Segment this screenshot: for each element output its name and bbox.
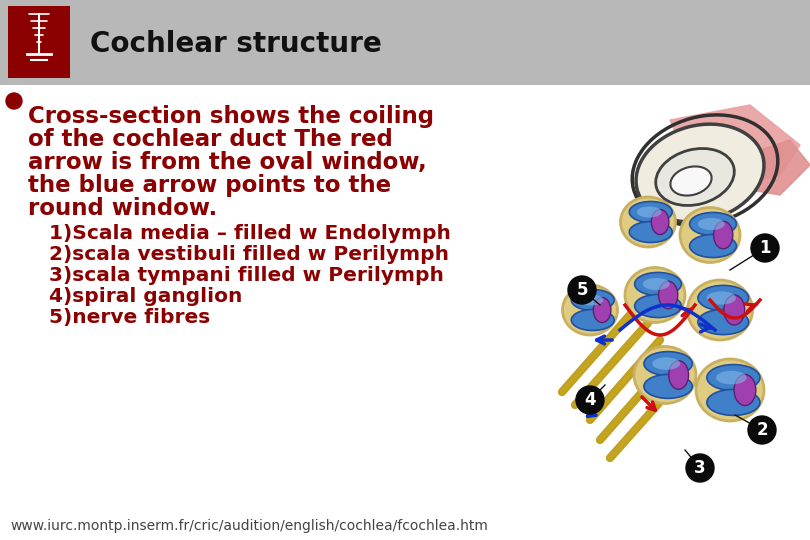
Ellipse shape bbox=[689, 234, 736, 258]
Text: 2: 2 bbox=[757, 421, 768, 439]
Ellipse shape bbox=[593, 298, 611, 322]
Text: 3: 3 bbox=[694, 459, 706, 477]
Circle shape bbox=[568, 276, 596, 304]
Ellipse shape bbox=[698, 286, 748, 310]
Ellipse shape bbox=[625, 267, 685, 322]
Ellipse shape bbox=[629, 221, 672, 242]
Ellipse shape bbox=[634, 347, 696, 403]
Ellipse shape bbox=[629, 201, 672, 222]
Ellipse shape bbox=[689, 212, 736, 235]
Ellipse shape bbox=[671, 166, 712, 195]
Ellipse shape bbox=[656, 148, 735, 206]
Text: 2)scala vestibuli filled w Perilymph: 2)scala vestibuli filled w Perilymph bbox=[28, 245, 449, 264]
Ellipse shape bbox=[637, 206, 662, 218]
Text: Cross-section shows the coiling: Cross-section shows the coiling bbox=[28, 105, 434, 128]
Ellipse shape bbox=[634, 294, 681, 318]
Bar bbox=[8, 6, 70, 78]
Ellipse shape bbox=[578, 294, 603, 306]
Circle shape bbox=[751, 234, 779, 262]
Text: 4: 4 bbox=[584, 391, 596, 409]
Ellipse shape bbox=[716, 371, 747, 384]
Ellipse shape bbox=[620, 197, 676, 247]
Bar bbox=[0, 0, 810, 85]
Ellipse shape bbox=[688, 280, 752, 340]
Text: arrow is from the oval window,: arrow is from the oval window, bbox=[28, 151, 427, 174]
Ellipse shape bbox=[562, 285, 617, 335]
Ellipse shape bbox=[571, 309, 614, 330]
Text: Cochlear structure: Cochlear structure bbox=[90, 30, 382, 58]
Text: 4)spiral ganglion: 4)spiral ganglion bbox=[28, 287, 242, 306]
Polygon shape bbox=[730, 140, 810, 195]
Text: 1: 1 bbox=[759, 239, 771, 257]
Ellipse shape bbox=[669, 361, 688, 389]
Circle shape bbox=[748, 416, 776, 444]
Polygon shape bbox=[670, 105, 800, 185]
Ellipse shape bbox=[634, 273, 681, 295]
Text: of the cochlear duct The red: of the cochlear duct The red bbox=[28, 128, 393, 151]
Circle shape bbox=[686, 454, 714, 482]
Ellipse shape bbox=[680, 207, 740, 262]
Text: 5)nerve fibres: 5)nerve fibres bbox=[28, 308, 211, 327]
Ellipse shape bbox=[707, 389, 760, 415]
Ellipse shape bbox=[707, 364, 760, 390]
Text: 1)Scala media – filled w Endolymph: 1)Scala media – filled w Endolymph bbox=[28, 224, 451, 243]
Bar bbox=[0, 85, 810, 540]
Ellipse shape bbox=[644, 374, 693, 399]
Ellipse shape bbox=[636, 124, 764, 222]
Ellipse shape bbox=[651, 210, 669, 234]
Ellipse shape bbox=[697, 218, 725, 230]
Ellipse shape bbox=[698, 309, 748, 335]
Text: round window.: round window. bbox=[28, 197, 217, 220]
Ellipse shape bbox=[706, 292, 736, 305]
Text: www.iurc.montp.inserm.fr/cric/audition/english/cochlea/fcochlea.htm: www.iurc.montp.inserm.fr/cric/audition/e… bbox=[10, 519, 488, 533]
Ellipse shape bbox=[714, 221, 733, 249]
Text: 5: 5 bbox=[576, 281, 588, 299]
Ellipse shape bbox=[642, 278, 670, 290]
Ellipse shape bbox=[571, 289, 614, 310]
Ellipse shape bbox=[734, 375, 756, 406]
Circle shape bbox=[6, 93, 22, 109]
Ellipse shape bbox=[644, 352, 693, 376]
Ellipse shape bbox=[696, 359, 764, 421]
Ellipse shape bbox=[652, 357, 680, 370]
Text: the blue arrow points to the: the blue arrow points to the bbox=[28, 174, 391, 197]
Text: 3)scala tympani filled w Perilymph: 3)scala tympani filled w Perilymph bbox=[28, 266, 444, 285]
Circle shape bbox=[576, 386, 604, 414]
Ellipse shape bbox=[659, 281, 678, 309]
Ellipse shape bbox=[724, 295, 744, 325]
